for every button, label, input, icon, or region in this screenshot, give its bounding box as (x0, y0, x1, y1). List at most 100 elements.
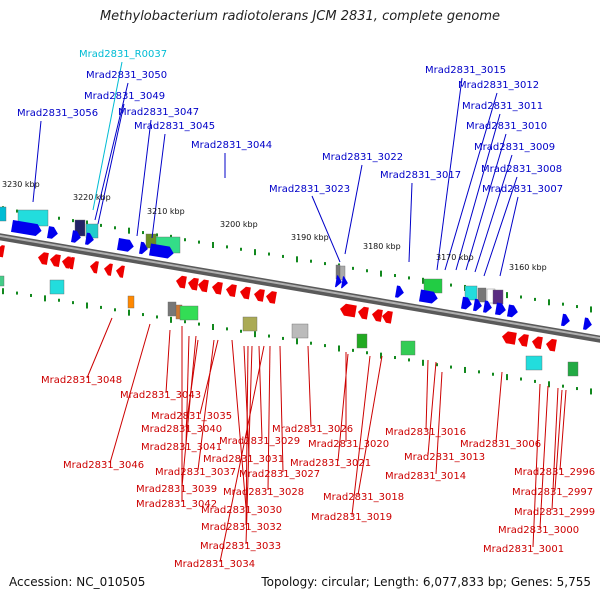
gc-tick-1 (170, 316, 172, 323)
top-gene-label[interactable]: Mrad2831_3056 (17, 108, 98, 119)
forward-gene-arrow (46, 226, 58, 239)
top-leader-line (136, 119, 152, 237)
gc-tick-0 (408, 276, 410, 280)
bottom-gene-label[interactable]: Mrad2831_2996 (514, 467, 595, 478)
gc-tick-0 (240, 247, 242, 251)
gc-tick-1 (296, 338, 298, 345)
bottom-leader-line (86, 317, 113, 379)
reverse-gene-arrow (266, 291, 277, 304)
gc-tick-0 (394, 274, 396, 278)
bottom-gene-label[interactable]: Mrad2831_3048 (41, 375, 122, 386)
top-leader-line (436, 77, 463, 271)
gc-tick-1 (58, 298, 60, 302)
bottom-gene-label[interactable]: Mrad2831_3028 (223, 487, 304, 498)
gc-tick-0 (114, 226, 116, 230)
top-gene-label[interactable]: Mrad2831_3022 (322, 152, 403, 163)
bottom-leader-line (243, 345, 250, 458)
forward-gene-arrow (340, 276, 348, 289)
feature-block (356, 333, 368, 349)
bottom-gene-label[interactable]: Mrad2831_3016 (385, 427, 466, 438)
bottom-gene-label[interactable]: Mrad2831_3026 (272, 424, 353, 435)
gc-tick-1 (226, 327, 228, 331)
gc-tick-0 (534, 297, 536, 301)
top-gene-label[interactable]: Mrad2831_R0037 (79, 49, 167, 60)
bottom-leader-line (109, 323, 151, 464)
gc-tick-1 (436, 363, 438, 367)
top-gene-label[interactable]: Mrad2831_3045 (134, 121, 215, 132)
bottom-gene-label[interactable]: Mrad2831_3031 (203, 454, 284, 465)
kbp-tick-label: 3180 kbp (363, 242, 401, 251)
bottom-gene-label[interactable]: Mrad2831_3019 (311, 512, 392, 523)
bottom-gene-label[interactable]: Mrad2831_3042 (136, 499, 217, 510)
gc-tick-1 (534, 379, 536, 383)
bottom-gene-label[interactable]: Mrad2831_3029 (219, 436, 300, 447)
bottom-leader-line (427, 361, 437, 456)
bottom-gene-label[interactable]: Mrad2831_3001 (483, 544, 564, 555)
gc-tick-0 (282, 254, 284, 258)
top-gene-label[interactable]: Mrad2831_3044 (191, 140, 272, 151)
top-gene-label[interactable]: Mrad2831_3011 (462, 101, 543, 112)
top-gene-label[interactable]: Mrad2831_3008 (481, 164, 562, 175)
feature-block (0, 275, 5, 287)
reverse-gene-arrow (176, 275, 187, 289)
bottom-leader-line (337, 353, 349, 462)
gc-tick-0 (212, 241, 214, 248)
bottom-leader-line (351, 355, 371, 516)
bottom-gene-label[interactable]: Mrad2831_3046 (63, 460, 144, 471)
bottom-gene-label[interactable]: Mrad2831_3000 (498, 525, 579, 536)
top-gene-label[interactable]: Mrad2831_3009 (474, 142, 555, 153)
bottom-gene-label[interactable]: Mrad2831_2997 (512, 487, 593, 498)
gc-tick-1 (450, 365, 452, 369)
bottom-gene-label[interactable]: Mrad2831_3030 (201, 505, 282, 516)
bottom-gene-label[interactable]: Mrad2831_3037 (155, 467, 236, 478)
bottom-gene-label[interactable]: Mrad2831_3033 (200, 541, 281, 552)
bottom-gene-label[interactable]: Mrad2831_3035 (151, 411, 232, 422)
top-gene-label[interactable]: Mrad2831_3015 (425, 65, 506, 76)
kbp-tick-label: 3190 kbp (291, 233, 329, 242)
bottom-gene-label[interactable]: Mrad2831_3040 (141, 424, 222, 435)
top-gene-label[interactable]: Mrad2831_3010 (466, 121, 547, 132)
bottom-leader-line (554, 389, 563, 491)
top-gene-label[interactable]: Mrad2831_3007 (482, 184, 563, 195)
kbp-tick-label: 3230 kbp (2, 180, 40, 189)
bottom-gene-label[interactable]: Mrad2831_3006 (460, 439, 541, 450)
bottom-leader-line (231, 339, 247, 509)
top-leader-line (344, 164, 363, 255)
bottom-gene-label[interactable]: Mrad2831_3018 (323, 492, 404, 503)
top-gene-label[interactable]: Mrad2831_3012 (458, 80, 539, 91)
bottom-leader-line (197, 339, 215, 471)
gc-tick-0 (156, 233, 158, 237)
forward-gene-arrow (70, 230, 81, 243)
gc-tick-1 (156, 315, 158, 319)
bottom-gene-label[interactable]: Mrad2831_3032 (201, 522, 282, 533)
feature-block (567, 361, 579, 377)
top-gene-label[interactable]: Mrad2831_3050 (86, 70, 167, 81)
bottom-gene-label[interactable]: Mrad2831_3039 (136, 484, 217, 495)
forward-gene-arrow (10, 219, 42, 236)
bottom-gene-label[interactable]: Mrad2831_2999 (514, 507, 595, 518)
bottom-gene-label[interactable]: Mrad2831_3013 (404, 452, 485, 463)
forward-gene-arrow (482, 300, 492, 313)
top-gene-label[interactable]: Mrad2831_3023 (269, 184, 350, 195)
bottom-gene-label[interactable]: Mrad2831_3020 (308, 439, 389, 450)
top-gene-label[interactable]: Mrad2831_3047 (118, 107, 199, 118)
gc-tick-1 (394, 356, 396, 360)
gc-tick-1 (562, 384, 564, 388)
bottom-gene-label[interactable]: Mrad2831_3034 (174, 559, 255, 570)
forward-gene-arrow (418, 289, 438, 304)
bottom-gene-label[interactable]: Mrad2831_3041 (141, 442, 222, 453)
bottom-gene-label[interactable]: Mrad2831_3014 (385, 471, 466, 482)
genome-backbone (0, 233, 600, 343)
reverse-gene-arrow (532, 336, 543, 350)
top-gene-label[interactable]: Mrad2831_3017 (380, 170, 461, 181)
bottom-gene-label[interactable]: Mrad2831_3021 (290, 458, 371, 469)
top-gene-label[interactable]: Mrad2831_3049 (84, 91, 165, 102)
bottom-gene-label[interactable]: Mrad2831_3027 (239, 469, 320, 480)
bottom-gene-label[interactable]: Mrad2831_3043 (120, 390, 201, 401)
gc-tick-1 (590, 388, 592, 395)
gc-tick-0 (16, 209, 18, 213)
gc-tick-1 (520, 377, 522, 381)
reverse-gene-arrow (226, 284, 237, 297)
gene-labels: Mrad2831_R0037 Mrad2831_3050 Mrad2831_3049… (17, 49, 595, 570)
